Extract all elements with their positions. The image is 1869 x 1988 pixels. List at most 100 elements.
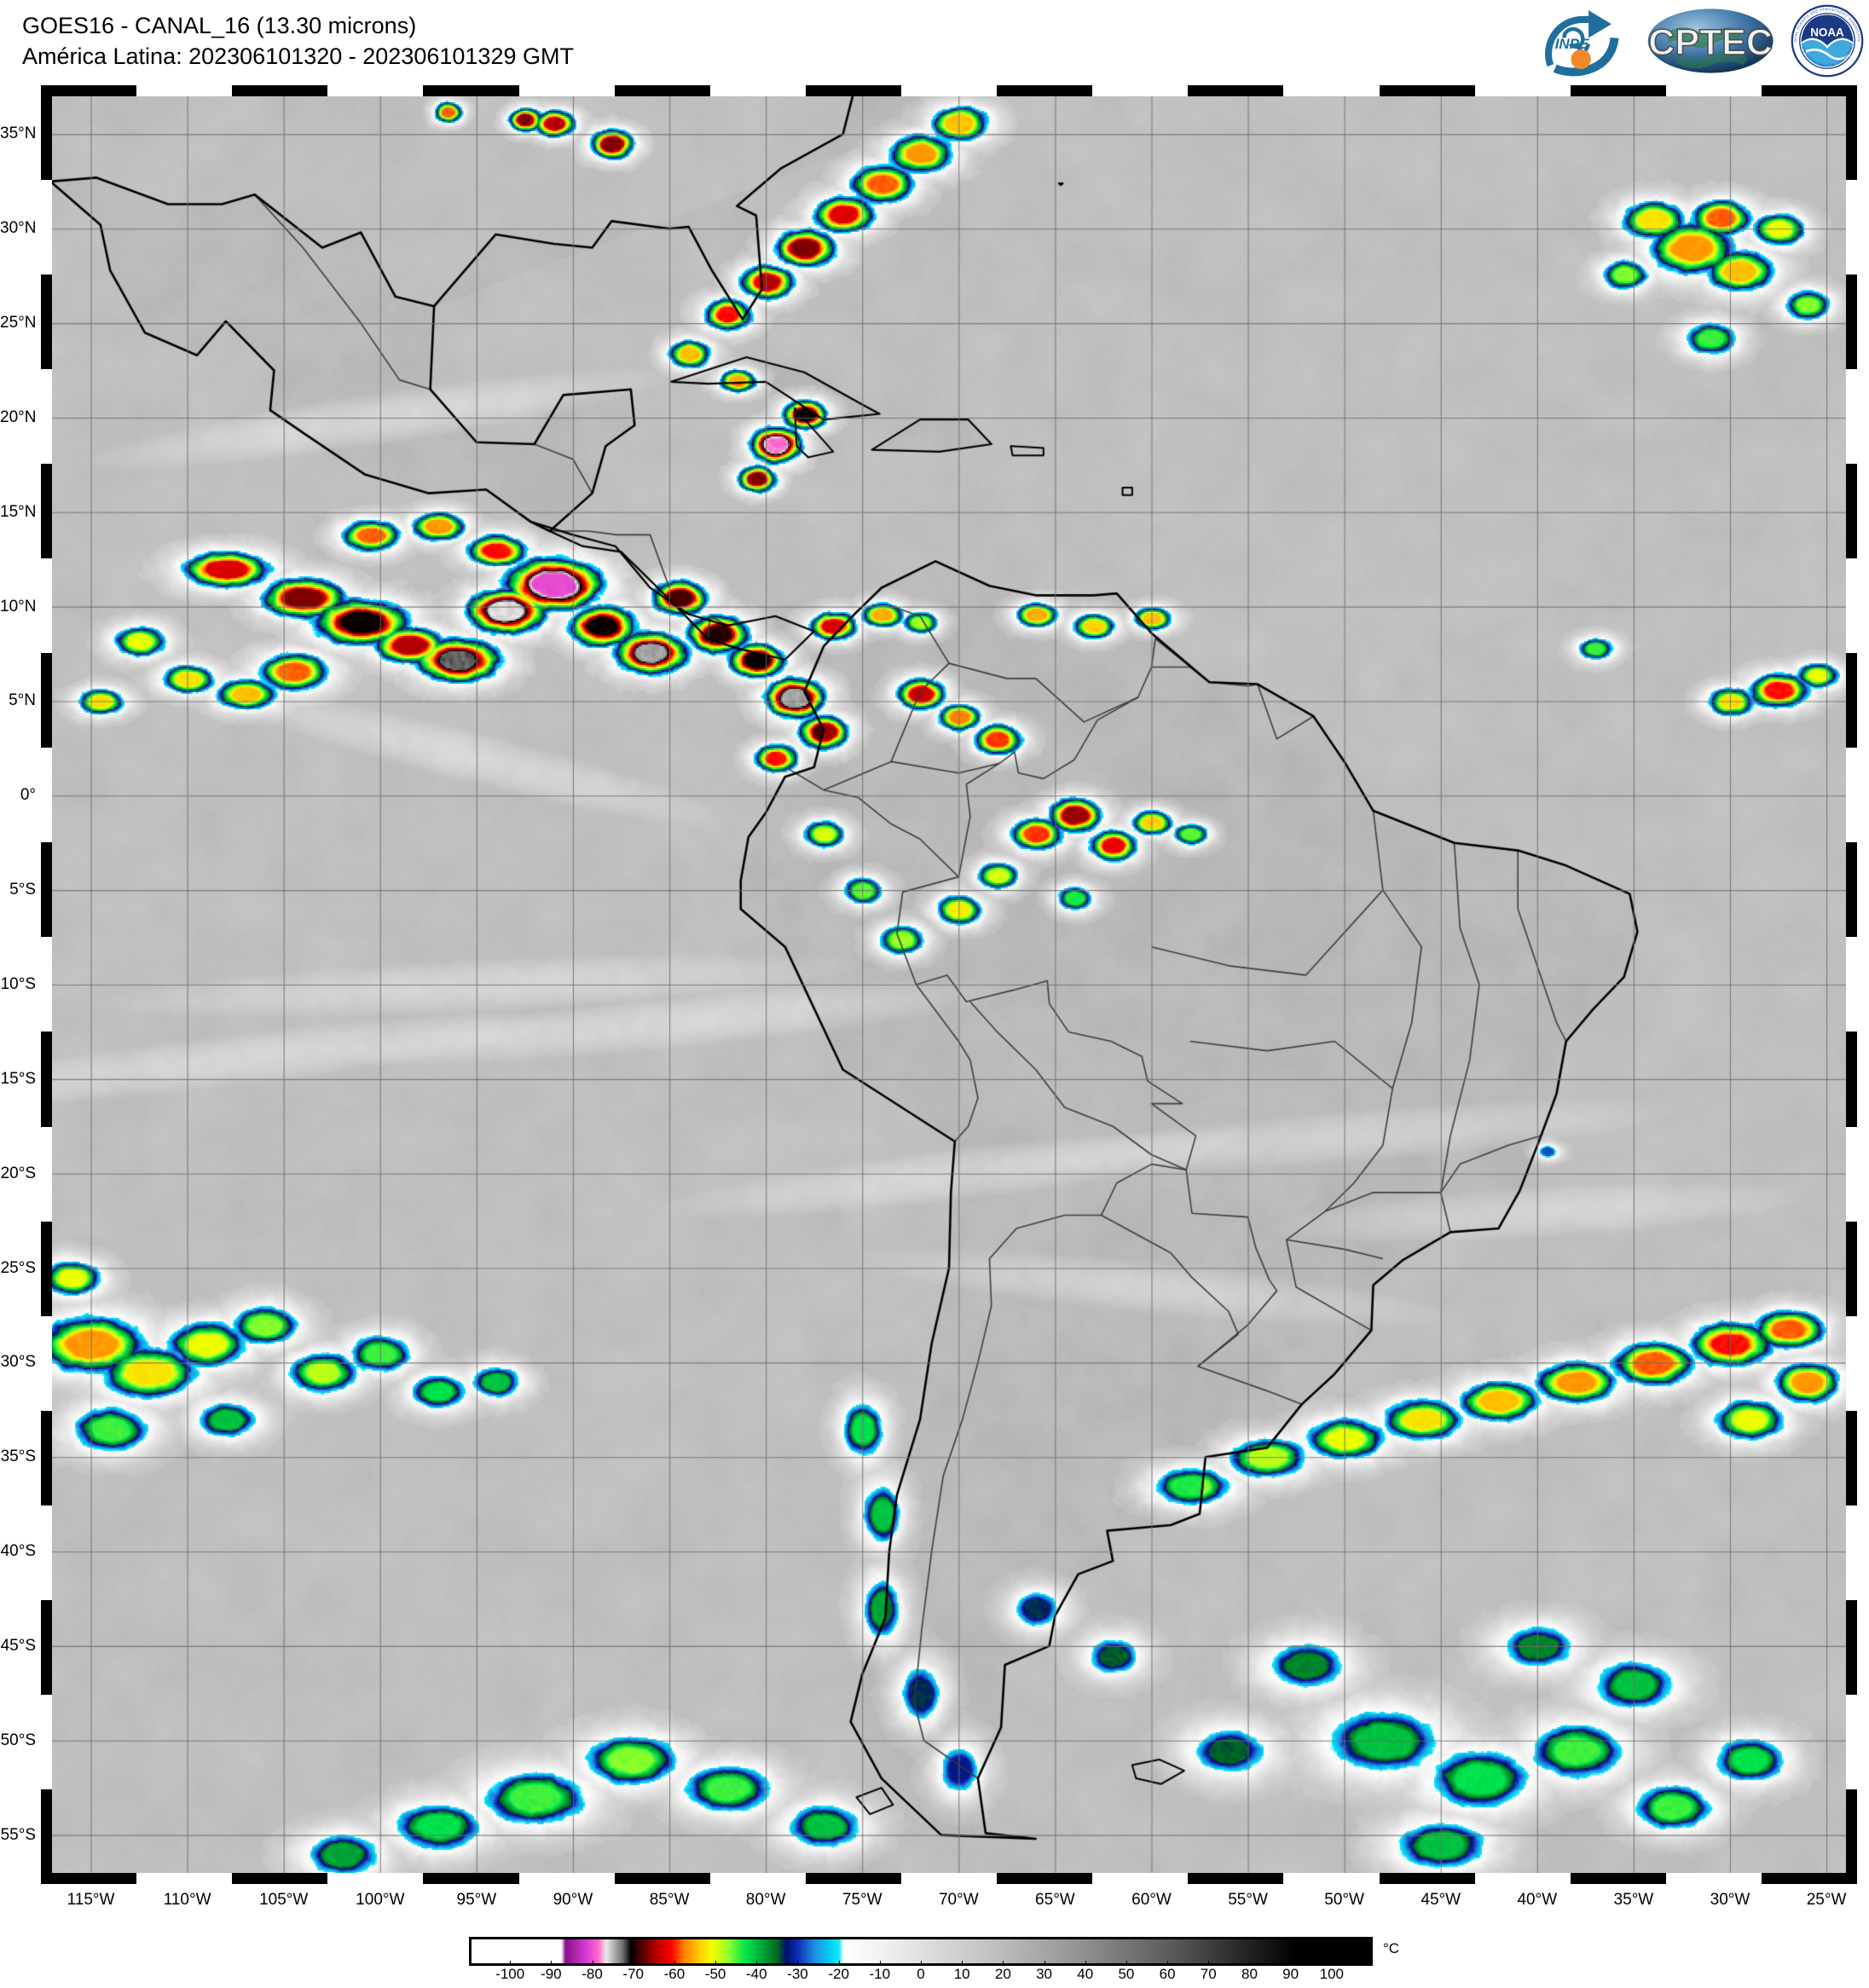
map-border-segment xyxy=(1761,85,1858,96)
lon-tick-label: 75°W xyxy=(842,1891,882,1909)
map-border-segment xyxy=(41,1505,52,1600)
colorbar-tick-mark xyxy=(1167,1961,1169,1966)
colorbar-tick-label: -20 xyxy=(828,1966,849,1982)
colorbar-tick-label: -90 xyxy=(541,1966,562,1982)
map-border-segment xyxy=(518,1873,615,1884)
lat-tick-label: 30°N xyxy=(0,219,37,238)
map-border-right xyxy=(1846,85,1857,1884)
colorbar-tick-mark xyxy=(1331,1961,1333,1966)
map-border-segment xyxy=(900,1873,998,1884)
colorbar-tick-label: 50 xyxy=(1118,1966,1135,1982)
colorbar-tick-label: 60 xyxy=(1159,1966,1176,1982)
noaa-logo-text: NOAA xyxy=(1810,26,1844,39)
lat-tick-label: 10°S xyxy=(0,975,36,993)
colorbar-tick-label: 80 xyxy=(1241,1966,1258,1982)
lon-tick-label: 100°W xyxy=(356,1891,405,1909)
logo-group: INPE CPTEC xyxy=(1538,2,1864,80)
map-border-segment xyxy=(327,1873,424,1884)
map-border-segment xyxy=(1761,1873,1858,1884)
map-border-segment xyxy=(423,1873,519,1884)
lon-tick-label: 90°W xyxy=(553,1891,593,1909)
colorbar-tick-label: -40 xyxy=(745,1966,767,1982)
map-border-segment xyxy=(1846,937,1857,1032)
satellite-image-canvas xyxy=(43,87,1855,1882)
lat-tick-label: 45°S xyxy=(0,1636,36,1655)
colorbar-tick-mark xyxy=(1125,1961,1127,1966)
map-border-segment xyxy=(41,85,137,96)
lat-tick-label: 25°N xyxy=(0,314,37,332)
map-border-segment xyxy=(1188,1873,1284,1884)
map-border-segment xyxy=(1379,85,1475,96)
satellite-map[interactable] xyxy=(41,85,1857,1884)
map-border-segment xyxy=(1846,1505,1857,1600)
map-border-segment xyxy=(900,85,998,96)
map-border-segment xyxy=(1474,85,1571,96)
colorbar-tick-label: -60 xyxy=(663,1966,686,1982)
lat-tick-label: 20°N xyxy=(0,407,37,426)
map-border-segment xyxy=(1846,748,1857,843)
map-border-segment xyxy=(1846,1221,1857,1316)
map-border-segment xyxy=(327,85,424,96)
noaa-logo: NOAA NATIONAL OCEANIC AND ATMOSPHERIC AD… xyxy=(1791,4,1864,78)
colorbar-tick-label: -80 xyxy=(582,1966,603,1982)
map-border-segment xyxy=(41,1599,52,1695)
lat-tick-label: 25°S xyxy=(0,1258,36,1277)
map-border-segment xyxy=(41,275,52,370)
map-border-segment xyxy=(1188,85,1284,96)
lon-tick-label: 115°W xyxy=(67,1891,115,1909)
lon-tick-label: 50°W xyxy=(1324,1891,1364,1909)
map-border-segment xyxy=(518,85,615,96)
cptec-logo: CPTEC xyxy=(1647,9,1773,73)
colorbar-tick-mark xyxy=(797,1961,799,1966)
colorbar-gradient xyxy=(472,1939,1370,1963)
map-border-segment xyxy=(41,1221,52,1316)
colorbar-tick-label: -10 xyxy=(869,1966,891,1982)
map-border-segment xyxy=(41,748,52,843)
colorbar-tick-mark xyxy=(1208,1961,1210,1966)
map-border-segment xyxy=(41,85,52,181)
map-border-segment xyxy=(1846,464,1857,559)
lat-tick-label: 10°N xyxy=(0,597,37,615)
map-border-segment xyxy=(1092,85,1189,96)
map-border-segment xyxy=(1846,1126,1857,1222)
title-line-region-time: América Latina: 202306101320 - 202306101… xyxy=(22,43,574,69)
map-border-segment xyxy=(136,85,233,96)
map-border-segment xyxy=(232,1873,328,1884)
map-border-segment xyxy=(41,1315,52,1411)
map-border-segment xyxy=(1846,1599,1857,1695)
colorbar-tick-mark xyxy=(756,1961,758,1966)
lat-tick-label: 35°S xyxy=(0,1448,36,1466)
lon-tick-label: 60°W xyxy=(1131,1891,1172,1909)
map-border-segment xyxy=(1570,85,1666,96)
colorbar-tick-label: 0 xyxy=(917,1966,925,1982)
lat-tick-label: 0° xyxy=(20,786,36,805)
map-border-segment xyxy=(1846,1315,1857,1411)
colorbar-tick-label: -70 xyxy=(622,1966,645,1982)
map-border-segment xyxy=(1846,842,1857,938)
lon-tick-label: 40°W xyxy=(1517,1891,1558,1909)
map-border-segment xyxy=(41,369,52,465)
colorbar-tick-label: 20 xyxy=(994,1966,1011,1982)
map-border-segment xyxy=(1846,1694,1857,1789)
map-border-segment xyxy=(1092,1873,1189,1884)
colorbar-tick-mark xyxy=(1044,1961,1045,1966)
lat-tick-label: 20°S xyxy=(0,1164,36,1182)
map-border-segment xyxy=(41,842,52,938)
lon-tick-label: 105°W xyxy=(259,1891,309,1909)
lon-tick-label: 25°W xyxy=(1806,1891,1847,1909)
map-border-segment xyxy=(1846,558,1857,654)
inpe-logo-text: INPE xyxy=(1555,36,1589,52)
map-border-segment xyxy=(1665,85,1762,96)
colorbar-tick-mark xyxy=(1085,1961,1086,1966)
colorbar-tick-mark xyxy=(1290,1961,1292,1966)
lon-tick-label: 45°W xyxy=(1421,1891,1461,1909)
map-border-segment xyxy=(1846,1032,1857,1127)
lat-tick-label: 5°S xyxy=(9,881,36,899)
map-border-segment xyxy=(41,1694,52,1789)
colorbar-tick-label: 40 xyxy=(1077,1966,1094,1982)
colorbar-tick-labels: -100 -90 -80 -70 -60 -50 -40 -30 -20 -10 0 10 20 30 40… xyxy=(469,1961,1373,1988)
map-border-segment xyxy=(1474,1873,1571,1884)
map-border-segment xyxy=(1846,1789,1857,1884)
lat-tick-label: 35°N xyxy=(0,124,37,143)
lat-tick-label: 55°S xyxy=(0,1825,36,1844)
